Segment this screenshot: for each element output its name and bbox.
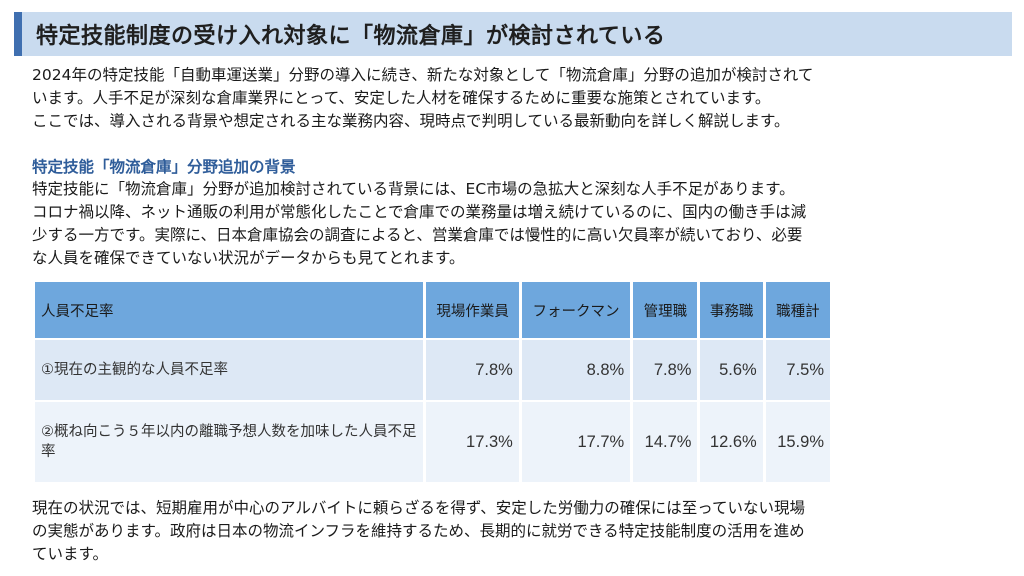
row-label: ①現在の主観的な人員不足率 — [35, 340, 424, 400]
page-title: 特定技能制度の受け入れ対象に「物流倉庫」が検討されている — [36, 24, 666, 49]
intro-line: ここでは、導入される背景や想定される主な業務内容、現時点で判明している最新動向を… — [32, 112, 790, 130]
intro-paragraph: 2024年の特定技能「自動車運送業」分野の導入に続き、新たな対象として「物流倉庫… — [32, 64, 1002, 133]
table-cell: 7.8% — [426, 340, 519, 400]
background-line: 少する一方です。実際に、日本倉庫協会の調査によると、営業倉庫では慢性的に高い欠員… — [32, 226, 803, 244]
table-cell: 7.5% — [765, 340, 830, 400]
table-cell: 14.7% — [633, 402, 698, 482]
table-cell: 8.8% — [521, 340, 631, 400]
background-line: コロナ禍以降、ネット通販の利用が常態化したことで倉庫での業務量は増え続けているの… — [32, 203, 807, 221]
table-header-cell: フォークマン — [521, 282, 631, 338]
conclusion-line: ています。 — [32, 545, 108, 563]
table-header-cell: 事務職 — [700, 282, 763, 338]
page-title-bar: 特定技能制度の受け入れ対象に「物流倉庫」が検討されている — [14, 12, 1012, 56]
table-cell: 5.6% — [700, 340, 763, 400]
conclusion-line: 現在の状況では、短期雇用が中心のアルバイトに頼らざるを得ず、安定した労働力の確保… — [32, 499, 805, 517]
table-cell: 17.7% — [521, 402, 631, 482]
table-cell: 17.3% — [426, 402, 519, 482]
table-row: ②概ね向こう５年以内の離職予想人数を加味した人員不足率 17.3% 17.7% … — [35, 402, 830, 482]
table-row: ①現在の主観的な人員不足率 7.8% 8.8% 7.8% 5.6% 7.5% — [35, 340, 830, 400]
conclusion-line: の実態があります。政府は日本の物流インフラを維持するため、長期的に就労できる特定… — [32, 522, 805, 540]
table-header-cell: 現場作業員 — [426, 282, 519, 338]
table-header-row: 人員不足率 現場作業員 フォークマン 管理職 事務職 職種計 — [35, 282, 830, 338]
staff-shortage-table: 人員不足率 現場作業員 フォークマン 管理職 事務職 職種計 ①現在の主観的な人… — [32, 280, 833, 484]
intro-line: います。人手不足が深刻な倉庫業界にとって、安定した人材を確保するために重要な施策… — [32, 89, 771, 107]
background-paragraph: 特定技能に「物流倉庫」分野が追加検討されている背景には、EC市場の急拡大と深刻な… — [32, 178, 1002, 270]
table-cell: 7.8% — [633, 340, 698, 400]
background-line: 特定技能に「物流倉庫」分野が追加検討されている背景には、EC市場の急拡大と深刻な… — [32, 180, 795, 198]
conclusion-paragraph: 現在の状況では、短期雇用が中心のアルバイトに頼らざるを得ず、安定した労働力の確保… — [32, 497, 1002, 566]
table-header-cell: 人員不足率 — [35, 282, 424, 338]
table-header-cell: 職種計 — [765, 282, 830, 338]
row-label: ②概ね向こう５年以内の離職予想人数を加味した人員不足率 — [35, 402, 424, 482]
table-cell: 15.9% — [765, 402, 830, 482]
background-line: な人員を確保できていない状況がデータからも見てとれます。 — [32, 249, 465, 267]
section-heading: 特定技能「物流倉庫」分野追加の背景 — [32, 158, 296, 176]
table-cell: 12.6% — [700, 402, 763, 482]
intro-line: 2024年の特定技能「自動車運送業」分野の導入に続き、新たな対象として「物流倉庫… — [32, 66, 814, 84]
table-header-cell: 管理職 — [633, 282, 698, 338]
